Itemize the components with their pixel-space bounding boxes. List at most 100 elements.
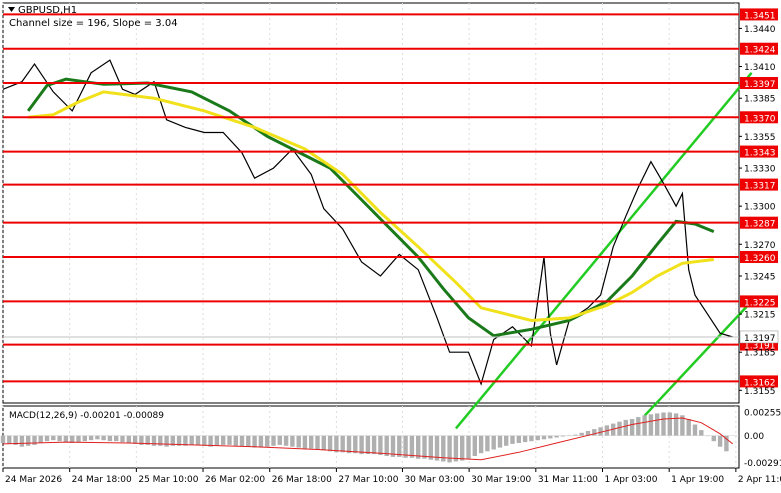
macd-signal-line <box>2 417 734 461</box>
level-lines <box>3 13 739 383</box>
moving-average-line <box>28 90 714 323</box>
macd-histogram-bar <box>346 435 352 454</box>
macd-histogram-bar <box>139 435 144 445</box>
macd-histogram-bar <box>296 435 301 448</box>
macd-histogram-bar <box>170 435 175 446</box>
macd-histogram-bar <box>189 435 194 445</box>
level-price-label: 1.3424 <box>744 46 776 56</box>
macd-histogram-bar <box>302 435 308 449</box>
macd-histogram-bar <box>441 435 446 462</box>
macd-histogram-bar <box>271 435 276 446</box>
macd-histogram-bar <box>535 435 540 441</box>
macd-tick-label: 0.00255 <box>744 409 781 419</box>
macd-histogram-bar <box>164 435 169 447</box>
time-tick-label: 27 Mar 10:00 <box>338 475 398 485</box>
macd-histogram-bar <box>453 435 459 462</box>
macd-histogram-bar <box>126 435 131 443</box>
price-series <box>2 59 733 386</box>
macd-histogram-bar <box>472 435 477 456</box>
macd-histogram-bar <box>522 435 528 443</box>
macd-histogram-bar <box>57 435 62 442</box>
price-tick-label: 1.3385 <box>744 95 776 105</box>
macd-histogram-bar <box>724 435 729 452</box>
macd-histogram-bar <box>246 435 251 447</box>
macd-histogram-bar <box>504 435 509 446</box>
level-price-label: 1.3397 <box>744 80 776 90</box>
macd-histogram-bar <box>145 435 150 445</box>
macd-histogram-bar <box>384 435 389 456</box>
macd-histogram-bar <box>478 435 484 454</box>
time-tick-label: 1 Apr 19:00 <box>671 475 724 485</box>
price-tick-label: 1.3185 <box>744 349 776 359</box>
macd-histogram-bar <box>327 435 333 452</box>
macd-histogram-bar <box>409 435 415 458</box>
macd-tick-label: 0.00 <box>744 432 764 442</box>
macd-histogram-bar <box>120 435 125 443</box>
macd-histogram-bar <box>315 435 320 450</box>
macd-pane: 0.00255 0.00 -0.00291 <box>0 409 781 469</box>
price-tick-label: 1.3300 <box>744 203 776 213</box>
macd-histogram-bar <box>114 435 119 442</box>
time-tick-label: 1 Apr 03:00 <box>604 475 657 485</box>
chart-menu-triangle-icon[interactable] <box>8 7 15 12</box>
macd-histogram-bar <box>334 435 339 453</box>
macd-histogram-bar <box>214 435 220 446</box>
level-price-label: 1.3343 <box>744 149 776 159</box>
level-price-tag <box>740 178 778 191</box>
level-price-label: 1.3191 <box>744 342 776 352</box>
macd-histogram-bar <box>390 435 396 457</box>
macd-histogram-bar <box>491 435 496 450</box>
macd-histogram-bar <box>510 435 515 444</box>
macd-histogram-bar <box>598 427 603 436</box>
grid <box>2 3 737 468</box>
macd-histogram-bar <box>648 414 654 436</box>
level-price-tag <box>740 216 778 229</box>
macd-histogram-bar <box>661 412 666 436</box>
level-price-label: 1.3260 <box>744 254 776 264</box>
price-axis: 1.3451 1.3424 1.3397 1.3370 1.3343 1.3317 1.32… <box>739 8 779 397</box>
price-tick-label: 1.3270 <box>744 241 776 251</box>
time-tick-label: 31 Mar 11:00 <box>538 475 598 485</box>
macd-histogram-bar <box>82 435 87 442</box>
macd-histogram-bar <box>95 435 100 440</box>
macd-histogram-bar <box>655 413 660 436</box>
macd-label: MACD(12,26,9) -0.00201 -0.00089 <box>9 411 164 421</box>
macd-tick-label: -0.00291 <box>744 459 781 469</box>
macd-histogram-bar <box>497 435 503 448</box>
macd-histogram-bar <box>629 419 635 436</box>
level-price-tag <box>740 250 778 263</box>
channel-line <box>643 300 753 417</box>
time-tick-label: 2 Apr 11:00 <box>738 475 781 485</box>
macd-histogram-bar <box>309 435 314 449</box>
macd-histogram-bar <box>76 435 81 443</box>
macd-histogram-bar <box>422 435 427 459</box>
channel-lines <box>454 72 753 430</box>
macd-histogram-bar <box>378 435 383 455</box>
level-price-label: 1.3225 <box>744 298 776 308</box>
level-price-tag <box>740 295 778 308</box>
macd-histogram-bar <box>132 435 138 444</box>
macd-histogram-bar <box>516 435 521 443</box>
macd-histogram-bar <box>239 435 245 447</box>
price-tick-label: 1.3245 <box>744 273 776 283</box>
macd-histogram-bar <box>573 434 578 436</box>
macd-histogram-bar <box>541 435 547 440</box>
price-tick-label: 1.3215 <box>744 311 776 321</box>
macd-histogram-bar <box>642 415 647 436</box>
price-tick-label: 1.3155 <box>744 387 776 397</box>
macd-histogram-bar <box>32 435 37 445</box>
macd-histogram-bar <box>554 435 559 438</box>
macd-histogram-bar <box>63 435 69 443</box>
level-price-label: 1.3317 <box>744 182 776 192</box>
macd-histogram-bar <box>340 435 345 453</box>
macd-histogram-bar <box>428 435 433 460</box>
macd-histogram-bar <box>221 435 226 445</box>
macd-histogram-bar <box>88 435 94 441</box>
time-tick-label: 26 Mar 18:00 <box>272 475 332 485</box>
channel-line <box>454 72 753 430</box>
macd-histogram-bar <box>711 435 716 442</box>
level-price-label: 1.3287 <box>744 220 776 230</box>
macd-histogram-bar <box>717 435 723 447</box>
macd-histogram-bar <box>592 429 597 436</box>
